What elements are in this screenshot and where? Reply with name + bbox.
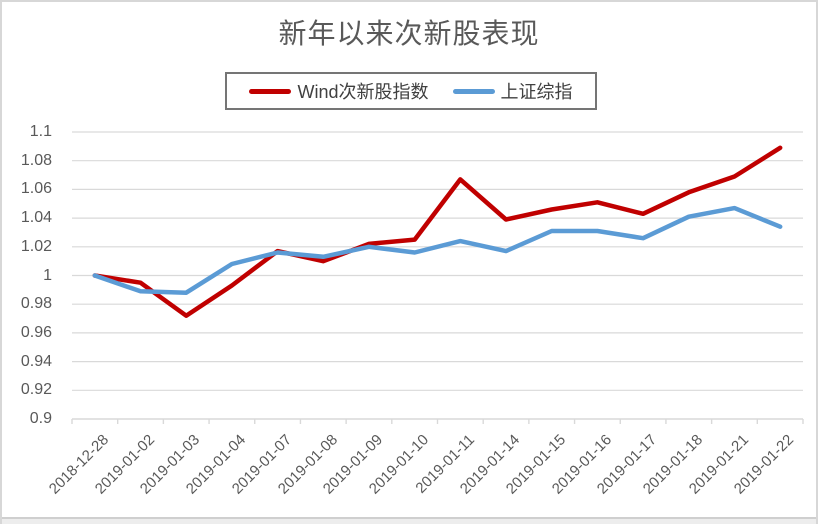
sse-composite-series-line	[92, 205, 783, 295]
y-axis-label: 0.96	[20, 323, 52, 341]
sse-composite-line-swatch	[452, 88, 495, 94]
y-axis-label: 1.06	[20, 180, 52, 198]
legend-label-sse-composite: 上证综指	[500, 82, 573, 102]
y-axis-label: 0.9	[29, 410, 52, 427]
y-axis-label: 0.92	[20, 381, 52, 399]
y-axis-label: 1.02	[20, 237, 52, 255]
y-axis-label: 0.94	[20, 352, 52, 370]
wind-index-line-swatch	[249, 88, 292, 94]
y-axis-label: 1	[43, 266, 52, 284]
chart-title: 新年以来次新股表现	[278, 18, 540, 49]
y-axis-label: 0.98	[20, 295, 52, 313]
legend-label-wind-index: Wind次新股指数	[297, 82, 429, 102]
legend-item-sse-composite: 上证综指	[452, 78, 573, 104]
legend: Wind次新股指数 上证综指	[225, 72, 597, 110]
window-bottom-edge	[2, 517, 816, 524]
wind-index-series-line	[92, 145, 783, 318]
y-axis-label: 1.04	[20, 209, 52, 227]
legend-item-wind-index: Wind次新股指数	[249, 78, 429, 104]
y-axis-label: 1.08	[20, 151, 52, 169]
y-axis-label: 1.1	[29, 123, 52, 140]
